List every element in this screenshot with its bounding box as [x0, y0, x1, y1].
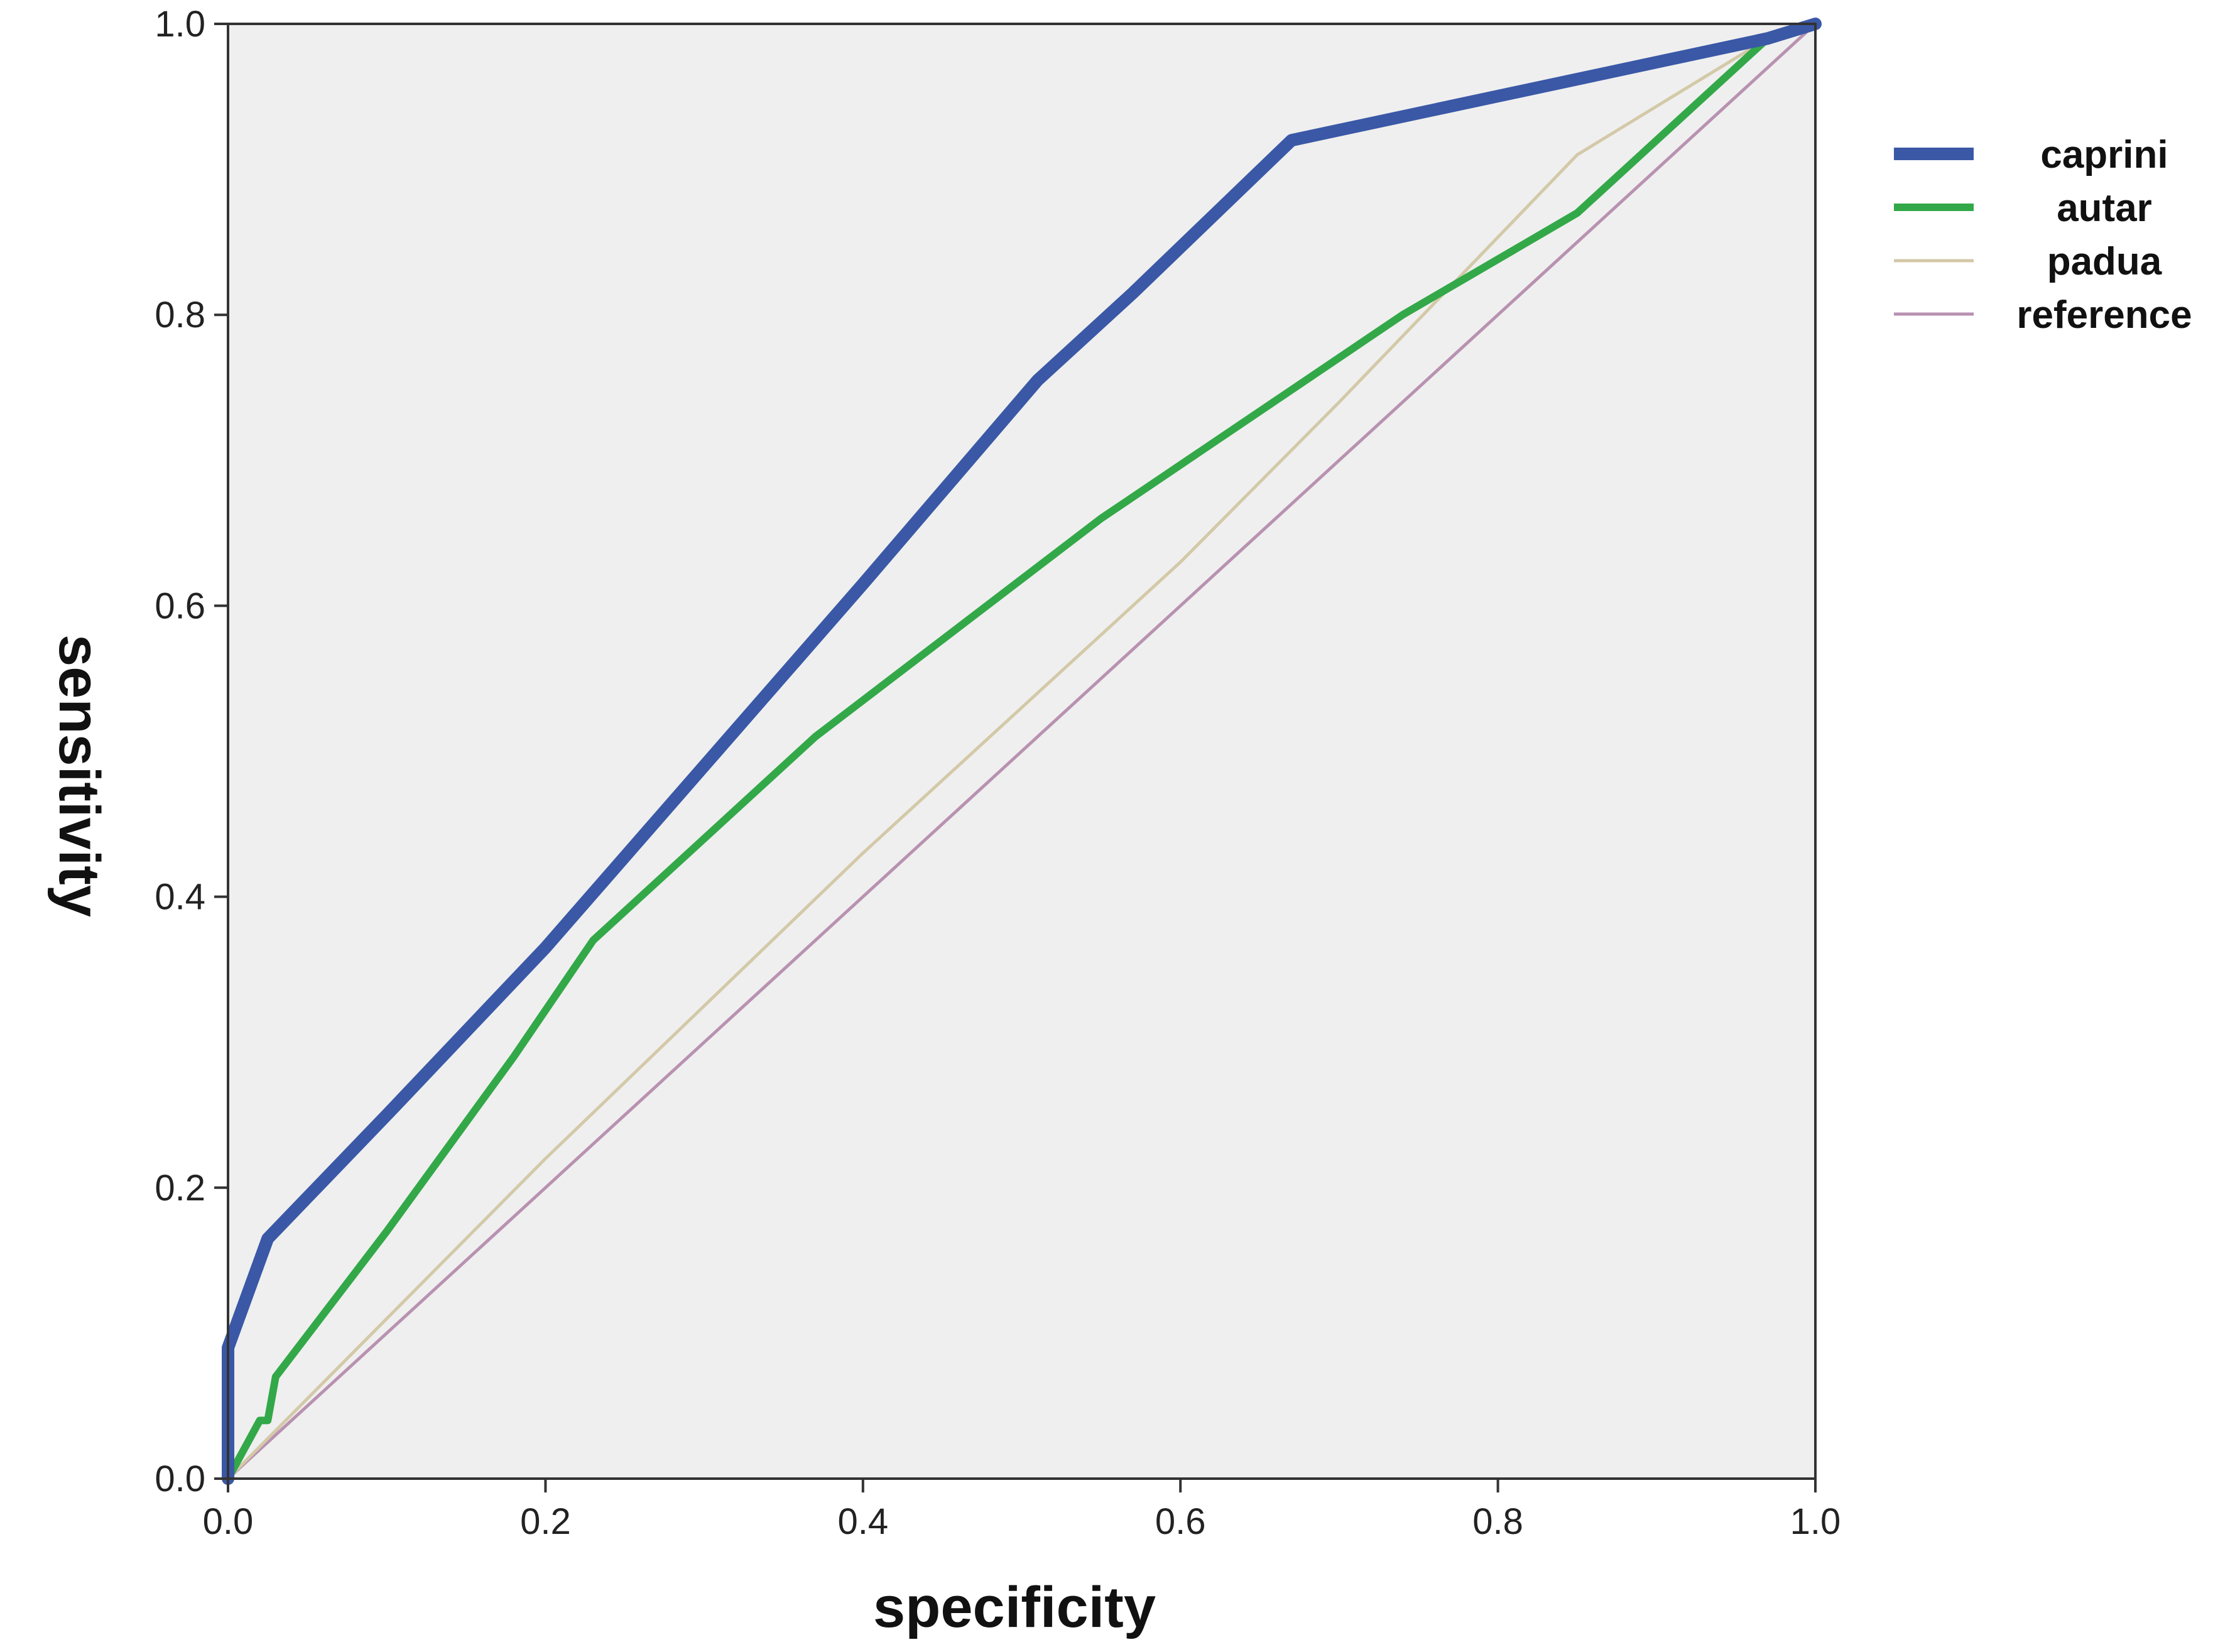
legend-label-padua: padua	[2047, 240, 2162, 283]
legend-label-autar: autar	[2057, 187, 2152, 230]
y-tick-label: 0.0	[155, 1459, 205, 1499]
x-tick-label: 0.0	[203, 1501, 254, 1542]
legend-label-reference: reference	[2016, 293, 2192, 337]
axis-layer: 0.0 0.2 0.4 0.6 0.8 1.0 0.0 0.2 0.4 0.6 0.8 1.0	[155, 4, 1841, 1542]
x-tick-label: 0.8	[1472, 1501, 1523, 1542]
plot-area-frame	[227, 23, 1817, 1480]
y-axis-title: sensitivity	[47, 634, 111, 917]
y-tick-label: 0.8	[155, 295, 205, 335]
legend: caprini autar padua reference	[1894, 133, 2192, 337]
y-tick-label: 0.6	[155, 585, 205, 626]
series-layer	[222, 18, 1822, 1485]
y-tick-label: 0.2	[155, 1168, 205, 1209]
series-line-reference	[226, 22, 1817, 1481]
series-line-padua	[226, 22, 1817, 1481]
x-tick-label: 0.2	[520, 1501, 571, 1542]
series-line-caprini	[222, 18, 1822, 1485]
series-line-autar	[224, 20, 1819, 1482]
x-tick-label: 0.6	[1155, 1501, 1206, 1542]
legend-label-caprini: caprini	[2040, 133, 2168, 177]
y-tick-label: 0.4	[155, 877, 205, 918]
x-tick-label: 0.4	[837, 1501, 888, 1542]
x-tick-label: 1.0	[1790, 1501, 1841, 1542]
x-axis-title: specificity	[873, 1575, 1156, 1639]
y-tick-label: 1.0	[155, 4, 205, 45]
